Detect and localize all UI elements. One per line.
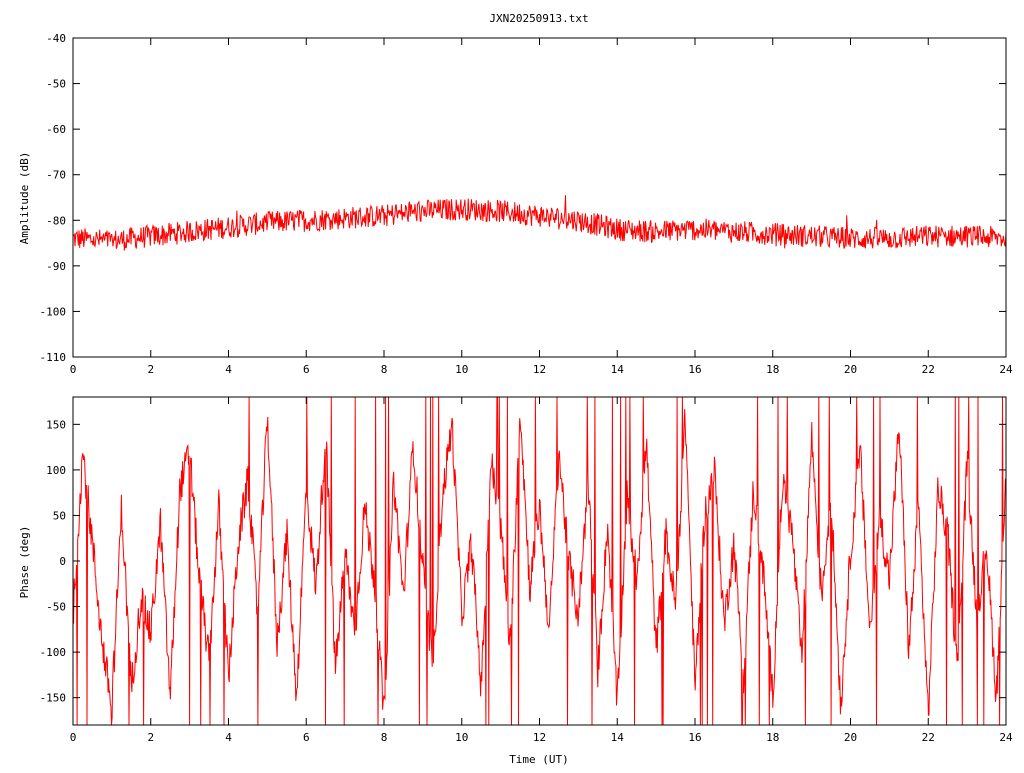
- x-tick-label: 4: [225, 363, 232, 376]
- x-tick-label: 22: [922, 731, 935, 744]
- x-tick-label: 8: [381, 363, 388, 376]
- phase-panel: Phase (deg) Time (UT) 150100500-50-100-1…: [18, 396, 1013, 766]
- x-tick-label: 2: [147, 731, 154, 744]
- series-line-1-0: [72, 396, 1007, 726]
- x-tick-label: 14: [611, 731, 625, 744]
- amplitude-panel: Amplitude (dB) -40 -50 -60 -70 -80 -90 -100 -11…: [18, 32, 1013, 376]
- y-tick-label: -40: [46, 32, 66, 45]
- y-tick-label: -110: [40, 351, 67, 364]
- chart-title: JXN20250913.txt: [489, 12, 588, 25]
- x-tick-label: 18: [766, 363, 779, 376]
- series-line-0-0: [72, 195, 1007, 251]
- y-tick-label: -70: [46, 169, 66, 182]
- y-tick-label: -150: [40, 692, 67, 705]
- y-tick-label: 0: [59, 555, 66, 568]
- x-tick-label: 8: [381, 731, 388, 744]
- y-tick-label: -60: [46, 123, 66, 136]
- amplitude-ylabel: Amplitude (dB): [18, 152, 31, 245]
- y-tick-label: -100: [40, 646, 67, 659]
- x-tick-label: 0: [70, 363, 77, 376]
- y-tick-label: 150: [46, 418, 66, 431]
- x-tick-label: 24: [999, 731, 1013, 744]
- y-tick-label: -50: [46, 601, 66, 614]
- x-tick-label: 16: [688, 731, 701, 744]
- phase-xlabel: Time (UT): [509, 753, 569, 766]
- phase-ylabel: Phase (deg): [18, 526, 31, 599]
- x-tick-label: 24: [999, 363, 1013, 376]
- y-tick-label: -100: [40, 305, 67, 318]
- y-tick-label: -80: [46, 214, 66, 227]
- x-tick-label: 6: [303, 731, 310, 744]
- x-tick-label: 2: [147, 363, 154, 376]
- x-tick-label: 12: [533, 731, 546, 744]
- x-tick-label: 18: [766, 731, 779, 744]
- x-tick-label: 4: [225, 731, 232, 744]
- y-tick-label: 50: [53, 509, 66, 522]
- x-tick-label: 20: [844, 363, 857, 376]
- x-tick-label: 0: [70, 731, 77, 744]
- x-tick-label: 14: [611, 363, 625, 376]
- x-tick-label: 22: [922, 363, 935, 376]
- x-tick-label: 20: [844, 731, 857, 744]
- y-tick-label: -50: [46, 78, 66, 91]
- x-tick-label: 10: [455, 363, 468, 376]
- x-tick-label: 12: [533, 363, 546, 376]
- y-tick-label: -90: [46, 260, 66, 273]
- y-tick-label: 100: [46, 464, 66, 477]
- x-tick-label: 6: [303, 363, 310, 376]
- x-tick-label: 16: [688, 363, 701, 376]
- plot-frame-0: [72, 37, 1007, 358]
- x-tick-label: 10: [455, 731, 468, 744]
